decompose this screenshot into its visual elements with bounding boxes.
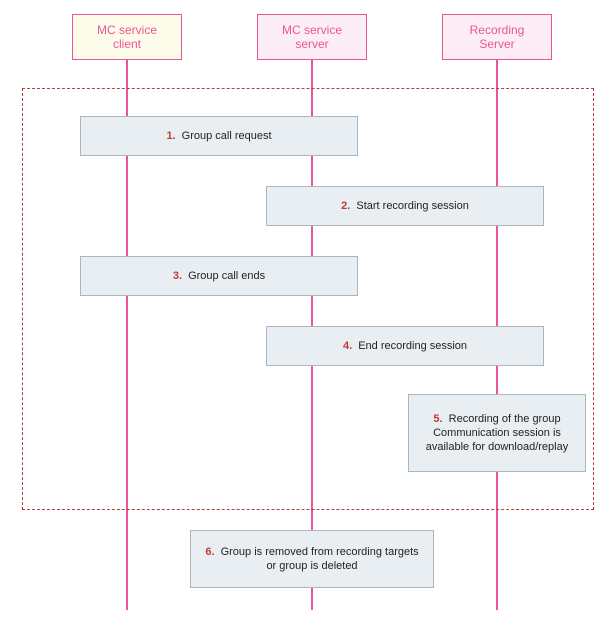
participant-server: MC service server [257,14,367,60]
step-number: 1. [166,130,175,142]
step-number: 2. [341,200,350,212]
participant-recorder: Recording Server [442,14,552,60]
step-3: 3. Group call ends [80,256,358,296]
step-label: End recording session [355,340,467,352]
step-number: 3. [173,270,182,282]
step-label: Group call ends [185,270,265,282]
step-number: 4. [343,340,352,352]
step-label: Group is removed from recording targets … [218,546,419,572]
step-label: Group call request [179,130,272,142]
step-number: 6. [205,546,214,558]
sequence-diagram: MC service client MC service server Record… [0,0,616,617]
step-1: 1. Group call request [80,116,358,156]
step-2: 2. Start recording session [266,186,544,226]
step-4: 4. End recording session [266,326,544,366]
step-label: Recording of the group Communication ses… [426,413,568,454]
participant-client: MC service client [72,14,182,60]
step-6: 6. Group is removed from recording targe… [190,530,434,588]
step-label: Start recording session [353,200,469,212]
step-number: 5. [433,413,442,425]
step-5: 5. Recording of the group Communication … [408,394,586,472]
